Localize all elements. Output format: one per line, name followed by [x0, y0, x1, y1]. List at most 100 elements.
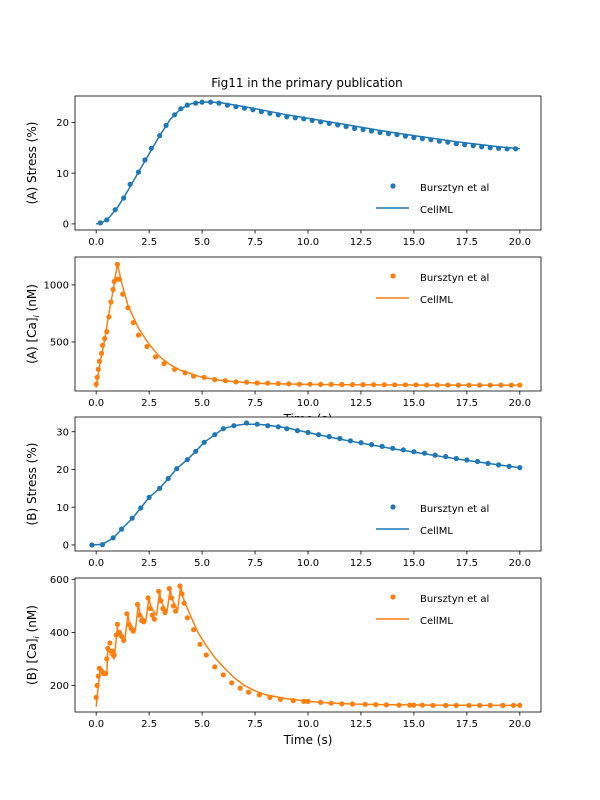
data-point-bursztyn [127, 181, 133, 187]
y-tick-label: 0 [63, 541, 69, 552]
data-point-bursztyn [307, 381, 313, 387]
x-tick-label: 0.0 [88, 398, 104, 409]
axes-background [75, 417, 541, 551]
data-point-bursztyn [246, 689, 252, 695]
data-point-bursztyn [147, 605, 153, 612]
data-point-bursztyn [191, 627, 197, 633]
data-point-bursztyn [160, 605, 166, 612]
data-point-bursztyn [119, 526, 125, 532]
data-point-bursztyn [104, 217, 110, 223]
y-tick-label: 1000 [44, 281, 69, 292]
data-point-bursztyn [411, 135, 417, 141]
data-point-bursztyn [443, 454, 449, 460]
data-point-bursztyn [224, 102, 231, 108]
data-point-bursztyn [178, 106, 184, 112]
data-point-bursztyn [146, 494, 152, 500]
data-point-bursztyn [337, 435, 343, 442]
data-point-bursztyn [116, 276, 123, 282]
data-point-bursztyn [110, 535, 116, 541]
data-point-bursztyn [407, 702, 413, 708]
data-point-bursztyn [339, 701, 345, 707]
data-point-bursztyn [152, 354, 159, 360]
x-tick-label: 17.5 [456, 558, 478, 569]
data-point-bursztyn [237, 685, 243, 691]
data-point-bursztyn [208, 99, 214, 105]
x-tick-label: 20.0 [509, 719, 531, 730]
x-tick-label: 15.0 [403, 558, 425, 569]
data-point-bursztyn [368, 128, 375, 134]
data-point-bursztyn [419, 136, 425, 142]
legend-label-bursztyn: Bursztyn et al [420, 504, 489, 515]
data-point-bursztyn [193, 448, 199, 454]
legend: Bursztyn et al CellML [376, 594, 489, 627]
data-point-bursztyn [220, 426, 226, 432]
data-point-bursztyn [424, 382, 430, 388]
data-point-bursztyn [500, 702, 506, 709]
data-point-bursztyn [222, 378, 228, 384]
data-point-bursztyn [510, 702, 517, 709]
data-point-bursztyn [419, 702, 425, 708]
x-tick-label: 2.5 [141, 398, 157, 409]
y-tick-label: 200 [50, 681, 69, 692]
data-point-bursztyn [201, 439, 207, 445]
data-point-bursztyn [513, 146, 519, 152]
data-point-bursztyn [137, 612, 143, 618]
data-point-bursztyn [301, 116, 307, 122]
data-point-bursztyn [453, 702, 459, 709]
x-tick-label: 2.5 [141, 558, 157, 569]
legend-label-cellml: CellML [420, 526, 453, 537]
data-point-bursztyn [151, 616, 157, 622]
data-point-bursztyn [89, 542, 95, 548]
data-point-bursztyn [326, 120, 332, 126]
x-tick-label: 12.5 [350, 558, 372, 569]
plot-area [93, 261, 523, 388]
data-point-bursztyn [296, 381, 303, 387]
data-point-bursztyn [125, 305, 131, 311]
data-point-bursztyn [396, 702, 402, 708]
data-point-bursztyn [402, 382, 408, 388]
data-point-bursztyn [110, 286, 116, 293]
data-point-bursztyn [179, 591, 185, 597]
data-point-bursztyn [162, 609, 168, 616]
chart-title: Fig11 in the primary publication [211, 76, 403, 90]
y-axis-label: (B) Stress (%) [25, 443, 39, 526]
data-point-bursztyn [114, 621, 120, 628]
plot-area [89, 420, 523, 548]
data-point-bursztyn [172, 112, 178, 118]
data-point-bursztyn [106, 314, 112, 320]
x-tick-label: 5.0 [194, 237, 210, 248]
panel-B-ca: 0.0 2.5 5.0 7.5 10.0 12.5 15.0 17.5 20.0 200 400 60… [25, 575, 542, 747]
x-tick-label: 12.5 [350, 719, 372, 730]
x-tick-label: 7.5 [247, 719, 263, 730]
data-point-bursztyn [241, 105, 248, 111]
x-tick-label: 2.5 [141, 237, 157, 248]
data-point-bursztyn [233, 104, 239, 110]
data-point-bursztyn [156, 588, 162, 594]
data-point-bursztyn [120, 291, 126, 297]
data-point-bursztyn [173, 608, 179, 614]
x-tick-label: 0.0 [88, 719, 104, 730]
data-point-bursztyn [111, 652, 117, 658]
data-point-bursztyn [462, 142, 468, 148]
data-point-bursztyn [105, 645, 111, 651]
data-point-bursztyn [144, 343, 150, 350]
data-point-bursztyn [498, 382, 504, 388]
data-point-bursztyn [184, 457, 190, 463]
x-tick-label: 12.5 [350, 398, 372, 409]
legend-label-cellml: CellML [420, 616, 453, 627]
x-tick-label: 5.0 [194, 719, 210, 730]
data-point-bursztyn [157, 485, 163, 491]
x-tick-label: 10.0 [297, 398, 319, 409]
legend-marker-bursztyn [390, 594, 396, 600]
x-tick-label: 5.0 [194, 398, 210, 409]
data-point-bursztyn [479, 144, 485, 150]
data-point-bursztyn [99, 342, 106, 348]
data-point-bursztyn [436, 138, 442, 144]
data-point-bursztyn [244, 420, 250, 426]
data-point-bursztyn [104, 329, 110, 335]
data-point-bursztyn [93, 381, 99, 387]
axes-background [75, 96, 541, 230]
y-axis-label: (A) [Ca]i (nM) [25, 284, 41, 364]
x-tick-label: 0.0 [88, 558, 104, 569]
